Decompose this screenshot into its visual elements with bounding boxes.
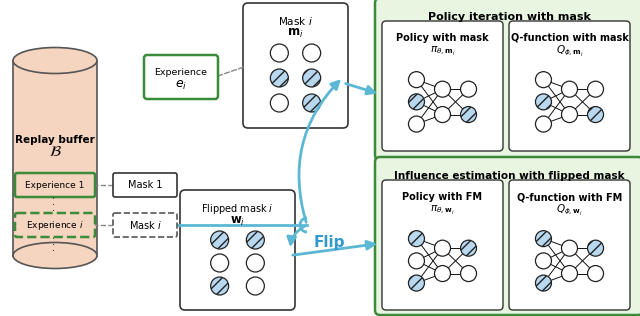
Text: Mask $i$: Mask $i$ xyxy=(278,15,313,27)
Circle shape xyxy=(461,106,477,123)
Circle shape xyxy=(536,72,552,88)
Circle shape xyxy=(461,81,477,97)
Ellipse shape xyxy=(13,47,97,74)
Text: Mask $i$: Mask $i$ xyxy=(129,219,161,231)
Text: $\mathcal{B}$: $\mathcal{B}$ xyxy=(49,144,61,160)
FancyBboxPatch shape xyxy=(113,173,177,197)
Text: Policy iteration with mask: Policy iteration with mask xyxy=(428,12,591,22)
FancyBboxPatch shape xyxy=(13,60,97,256)
Circle shape xyxy=(303,44,321,62)
Text: Q-function with mask: Q-function with mask xyxy=(511,33,628,43)
Circle shape xyxy=(246,254,264,272)
Circle shape xyxy=(408,275,424,291)
Text: Experience: Experience xyxy=(154,68,207,77)
Text: $\pi_{\theta,\mathbf{m}_i}$: $\pi_{\theta,\mathbf{m}_i}$ xyxy=(430,45,455,58)
Text: $\mathbf{m}_i$: $\mathbf{m}_i$ xyxy=(287,27,304,40)
Text: Policy with FM: Policy with FM xyxy=(403,192,483,202)
Circle shape xyxy=(461,265,477,282)
Text: Experience $i$: Experience $i$ xyxy=(26,218,84,232)
Circle shape xyxy=(435,265,451,282)
Circle shape xyxy=(561,106,577,123)
Circle shape xyxy=(561,265,577,282)
FancyBboxPatch shape xyxy=(15,173,95,197)
Circle shape xyxy=(536,116,552,132)
Circle shape xyxy=(246,231,264,249)
FancyBboxPatch shape xyxy=(15,213,95,237)
FancyBboxPatch shape xyxy=(375,157,640,315)
Circle shape xyxy=(435,81,451,97)
FancyBboxPatch shape xyxy=(180,190,295,310)
Circle shape xyxy=(435,106,451,123)
Circle shape xyxy=(270,44,289,62)
Circle shape xyxy=(536,275,552,291)
Text: $Q_{\phi,\mathbf{w}_i}$: $Q_{\phi,\mathbf{w}_i}$ xyxy=(556,203,583,217)
Text: Replay buffer: Replay buffer xyxy=(15,135,95,145)
FancyBboxPatch shape xyxy=(509,21,630,151)
Circle shape xyxy=(536,231,552,247)
FancyBboxPatch shape xyxy=(144,55,218,99)
Text: Flip: Flip xyxy=(313,235,345,251)
Circle shape xyxy=(435,240,451,256)
Ellipse shape xyxy=(13,242,97,269)
Circle shape xyxy=(211,231,228,249)
Circle shape xyxy=(536,94,552,110)
FancyBboxPatch shape xyxy=(113,213,177,237)
Text: Experience 1: Experience 1 xyxy=(26,180,84,190)
FancyBboxPatch shape xyxy=(375,0,640,160)
Text: $\pi_{\theta,\mathbf{w}_i}$: $\pi_{\theta,\mathbf{w}_i}$ xyxy=(430,204,455,216)
Text: $\mathbf{w}_i$: $\mathbf{w}_i$ xyxy=(230,215,245,228)
Circle shape xyxy=(270,69,289,87)
FancyBboxPatch shape xyxy=(382,180,503,310)
Text: $e_i$: $e_i$ xyxy=(175,79,187,92)
Text: · · ·: · · · xyxy=(50,195,60,211)
Circle shape xyxy=(303,69,321,87)
Circle shape xyxy=(303,94,321,112)
Circle shape xyxy=(461,240,477,256)
Circle shape xyxy=(588,81,604,97)
Circle shape xyxy=(588,240,604,256)
Text: Influence estimation with flipped mask: Influence estimation with flipped mask xyxy=(394,171,624,181)
Text: Policy with mask: Policy with mask xyxy=(396,33,489,43)
Circle shape xyxy=(408,253,424,269)
FancyBboxPatch shape xyxy=(243,3,348,128)
Circle shape xyxy=(588,265,604,282)
FancyBboxPatch shape xyxy=(509,180,630,310)
Circle shape xyxy=(536,253,552,269)
Text: $Q_{\phi,\mathbf{m}_i}$: $Q_{\phi,\mathbf{m}_i}$ xyxy=(556,44,584,58)
Circle shape xyxy=(211,277,228,295)
Text: · · ·: · · · xyxy=(50,235,60,251)
Circle shape xyxy=(408,231,424,247)
Circle shape xyxy=(561,240,577,256)
Circle shape xyxy=(408,72,424,88)
FancyBboxPatch shape xyxy=(382,21,503,151)
Text: Q-function with FM: Q-function with FM xyxy=(517,192,622,202)
Circle shape xyxy=(211,254,228,272)
Text: Flipped mask $i$: Flipped mask $i$ xyxy=(201,202,274,216)
Circle shape xyxy=(246,277,264,295)
Circle shape xyxy=(408,116,424,132)
Circle shape xyxy=(408,94,424,110)
Circle shape xyxy=(588,106,604,123)
Text: Mask 1: Mask 1 xyxy=(128,180,163,190)
Circle shape xyxy=(270,94,289,112)
Circle shape xyxy=(561,81,577,97)
